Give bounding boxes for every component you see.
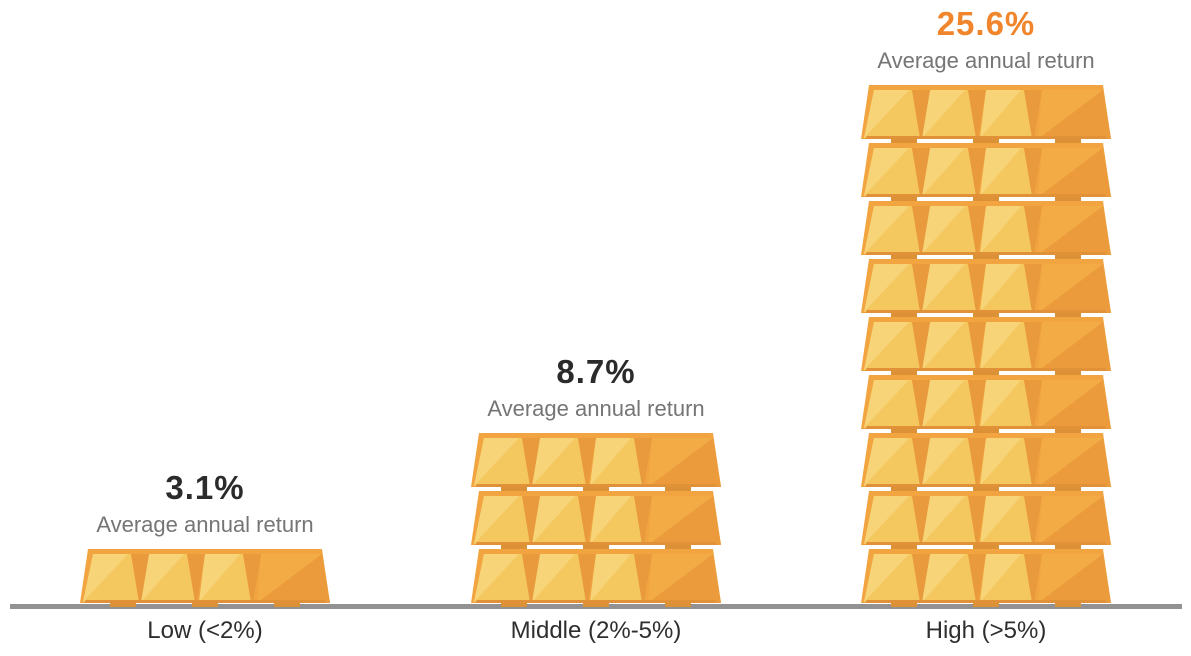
bar-group-high: 25.6% Average annual return [861,5,1111,607]
gold-bar-row [861,433,1111,491]
value-sublabel-low: Average annual return [96,512,314,537]
gold-bar-row [471,549,721,607]
gold-bar-stack-middle [471,433,721,607]
gold-bar-row [861,85,1111,143]
category-label-low: Low (<2%) [147,617,263,644]
gold-bar-row [861,317,1111,375]
gold-bar-stack-low [80,549,330,607]
gold-bar-row [861,259,1111,317]
gold-bar-row [861,201,1111,259]
gold-bar-stack-high [861,85,1111,607]
value-label-low: 3.1% [165,469,245,506]
gold-bar-row [861,549,1111,607]
value-sublabel-middle: Average annual return [487,396,705,421]
gold-bar-row [471,491,721,549]
gold-bar-row [80,549,330,607]
value-sublabel-high: Average annual return [877,48,1095,73]
gold-bar-row [861,491,1111,549]
category-label-middle: Middle (2%-5%) [510,617,682,644]
value-label-high: 25.6% [936,5,1036,42]
value-label-middle: 8.7% [556,353,636,390]
bar-group-middle: 8.7% Average annual return [471,353,721,607]
gold-bar-row [861,375,1111,433]
gold-bar-row [861,143,1111,201]
category-label-high: High (>5%) [925,617,1047,644]
gold-bar-row [471,433,721,491]
bar-group-low: 3.1% Average annual return [80,469,330,607]
